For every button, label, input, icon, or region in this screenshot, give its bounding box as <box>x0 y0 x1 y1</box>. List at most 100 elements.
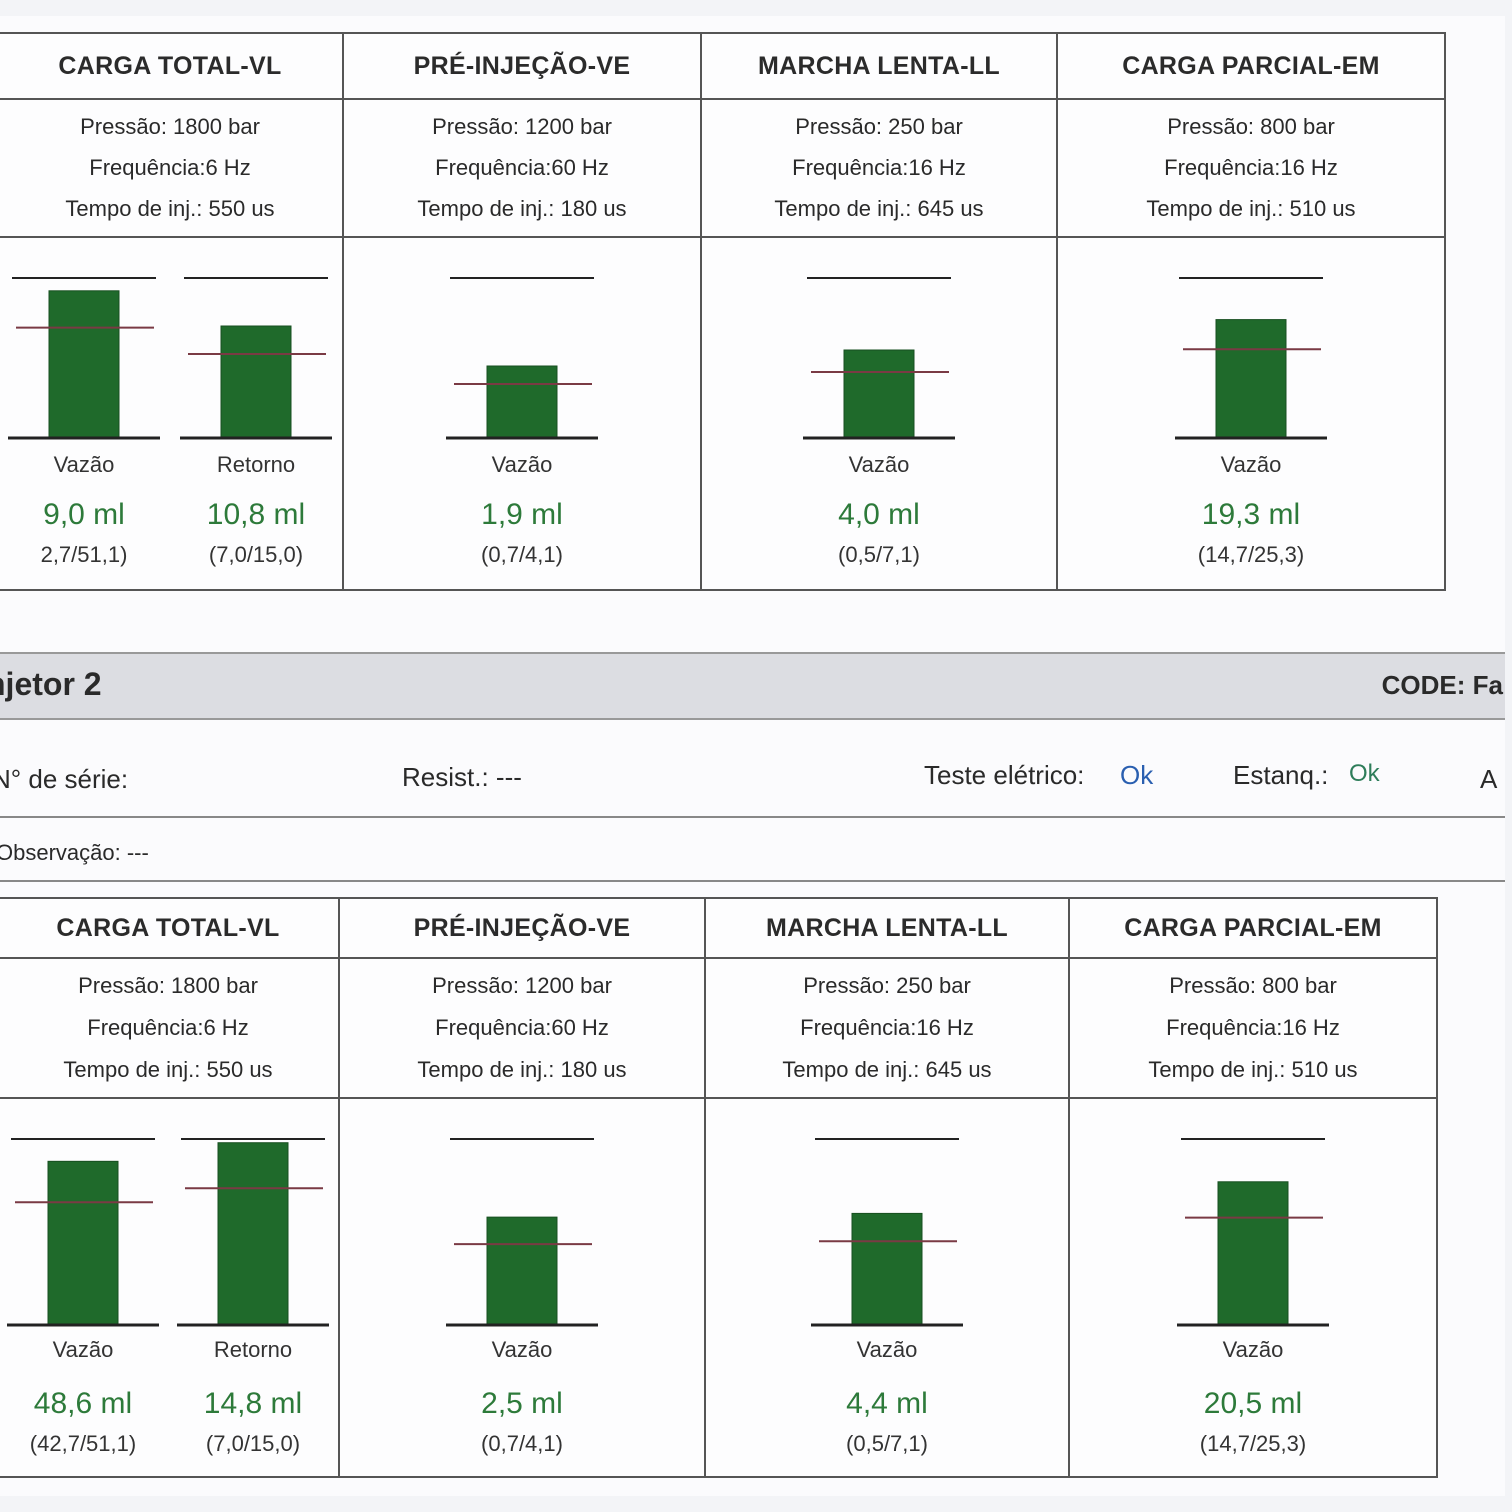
flow-value: 2,5 ml <box>481 1387 563 1420</box>
flow-label: Vazão <box>491 1337 553 1362</box>
flow-value: 48,6 ml <box>33 1387 133 1420</box>
section-header: MARCHA LENTA-LL <box>702 34 1058 100</box>
frequency-text: Frequência:16 Hz <box>1166 1015 1340 1040</box>
time-text: Tempo de inj.: 180 us <box>417 196 627 222</box>
section-params: Pressão: 250 bar Frequência:16 Hz Tempo de… <box>706 959 1070 1099</box>
section-title: PRÉ-INJEÇÃO-VE <box>413 913 631 942</box>
flow-range: (0,5/7,1) <box>846 1431 928 1456</box>
flow-bar <box>47 1160 119 1326</box>
flow-value: 10,8 ml <box>206 498 306 531</box>
section-charts: Vazão 4,4 ml (0,5/7,1) <box>706 1099 1070 1476</box>
flow-bar <box>1217 1181 1289 1326</box>
flow-range: (42,7/51,1) <box>29 1431 137 1456</box>
pressure-text: Pressão: 1200 bar <box>432 113 612 139</box>
pressure-text: Pressão: 250 bar <box>795 113 963 139</box>
section-title: MARCHA LENTA-LL <box>758 51 1000 80</box>
extra-label: A <box>1480 764 1498 794</box>
flow-bar <box>486 1216 558 1326</box>
section-charts: Vazão 1,9 ml (0,7/4,1) <box>344 238 702 589</box>
pressure-text: Pressão: 250 bar <box>803 973 971 998</box>
leak-test-value: Ok <box>1349 760 1380 787</box>
section-params: Pressão: 250 bar Frequência:16 Hz Tempo de… <box>702 100 1058 238</box>
pressure-text: Pressão: 1200 bar <box>432 973 612 998</box>
bar-chart-svg <box>180 277 332 440</box>
frequency-text: Frequência:6 Hz <box>87 1015 249 1040</box>
flow-value: 4,0 ml <box>838 498 920 531</box>
time-text: Tempo de inj.: 510 us <box>1148 1057 1358 1082</box>
bar-chart-svg <box>811 1138 963 1327</box>
flow-label: Retorno <box>216 452 296 477</box>
flow-bar-chart: Vazão 4,4 ml (0,5/7,1) <box>807 1099 967 1476</box>
flow-bar-chart: Vazão 19,3 ml (14,7/25,3) <box>1171 238 1331 589</box>
section-title: CARGA TOTAL-VL <box>56 913 280 942</box>
section-params: Pressão: 800 bar Frequência:16 Hz Tempo de… <box>1058 100 1444 238</box>
bar-chart-svg <box>803 277 955 440</box>
section-charts: Vazão 48,6 ml (42,7/51,1) Retorno 14,8 ml (7,… <box>0 1099 340 1476</box>
pressure-text: Pressão: 1800 bar <box>80 113 260 139</box>
frequency-text: Frequência:16 Hz <box>792 154 966 180</box>
flow-label: Vazão <box>1222 1337 1284 1362</box>
flow-label: Vazão <box>53 452 115 477</box>
time-text: Tempo de inj.: 180 us <box>417 1057 627 1082</box>
flow-bar <box>486 365 558 439</box>
flow-value: 14,8 ml <box>203 1387 303 1420</box>
flow-bar <box>843 349 915 439</box>
flow-value: 20,5 ml <box>1203 1387 1303 1420</box>
section-title: PRÉ-INJEÇÃO-VE <box>413 51 631 80</box>
flow-bar-chart: Vazão 1,9 ml (0,7/4,1) <box>442 238 602 589</box>
bar-chart-svg <box>1177 1138 1329 1327</box>
flow-range: 2,7/51,1) <box>40 542 128 567</box>
observation-label: Observação: --- <box>0 840 149 865</box>
flow-label: Vazão <box>52 1337 114 1362</box>
time-text: Tempo de inj.: 645 us <box>782 1057 992 1082</box>
section-charts: Vazão 20,5 ml (14,7/25,3) <box>1070 1099 1436 1476</box>
flow-range: (0,5/7,1) <box>838 542 920 567</box>
section-header: CARGA TOTAL-VL <box>0 34 344 100</box>
frequency-text: Frequência:60 Hz <box>435 1015 609 1040</box>
flow-bar-chart: Vazão 4,0 ml (0,5/7,1) <box>799 238 959 589</box>
section-title: MARCHA LENTA-LL <box>766 913 1008 942</box>
section-title: CARGA PARCIAL-EM <box>1124 913 1382 942</box>
section-params: Pressão: 1200 bar Frequência:60 Hz Tempo d… <box>344 100 702 238</box>
section-params: Pressão: 1200 bar Frequência:60 Hz Tempo d… <box>340 959 706 1099</box>
section-params: Pressão: 1800 bar Frequência:6 Hz Tempo de… <box>0 100 344 238</box>
pressure-text: Pressão: 1800 bar <box>78 973 258 998</box>
flow-label: Retorno <box>213 1337 293 1362</box>
flow-bar-chart: Vazão 9,0 ml 2,7/51,1) <box>4 238 164 589</box>
bar-chart-svg <box>8 277 160 440</box>
flow-bar-chart: Retorno 10,8 ml (7,0/15,0) <box>176 238 336 589</box>
frequency-text: Frequência:6 Hz <box>89 154 251 180</box>
bar-chart-svg <box>446 277 598 440</box>
flow-value: 19,3 ml <box>1201 498 1301 531</box>
injector2-title: njetor 2 <box>0 666 102 702</box>
bar-chart-svg <box>7 1138 159 1327</box>
flow-range: (0,7/4,1) <box>481 1431 563 1456</box>
flow-range: (14,7/25,3) <box>1199 1431 1307 1456</box>
flow-value: 4,4 ml <box>846 1387 928 1420</box>
section-header: CARGA PARCIAL-EM <box>1058 34 1444 100</box>
frequency-text: Frequência:16 Hz <box>1164 154 1338 180</box>
time-text: Tempo de inj.: 550 us <box>65 196 275 222</box>
bar-chart-svg <box>446 1138 598 1327</box>
bar-chart-svg <box>177 1138 329 1327</box>
bar-chart-svg <box>1175 277 1327 440</box>
observation-row: Observação: --- <box>0 818 1505 882</box>
flow-range: (14,7/25,3) <box>1197 542 1305 567</box>
flow-bar <box>220 325 292 439</box>
flow-bar-chart: Vazão 48,6 ml (42,7/51,1) <box>3 1099 163 1476</box>
electric-test-value: Ok <box>1120 760 1154 790</box>
frequency-text: Frequência:60 Hz <box>435 154 609 180</box>
section-header: CARGA TOTAL-VL <box>0 899 340 959</box>
injector1-results-table: CARGA TOTAL-VL PRÉ-INJEÇÃO-VE MARCHA LENTA… <box>0 32 1446 591</box>
section-params: Pressão: 800 bar Frequência:16 Hz Tempo de… <box>1070 959 1436 1099</box>
section-header: PRÉ-INJEÇÃO-VE <box>340 899 706 959</box>
flow-range: (0,7/4,1) <box>481 542 563 567</box>
resist-label: Resist.: --- <box>402 762 522 792</box>
injector2-info-row: N° de série: Resist.: --- Teste elétrico… <box>0 738 1505 818</box>
flow-value: 1,9 ml <box>481 498 563 531</box>
section-header: CARGA PARCIAL-EM <box>1070 899 1436 959</box>
flow-label: Vazão <box>491 452 553 477</box>
time-text: Tempo de inj.: 510 us <box>1146 196 1356 222</box>
flow-range: (7,0/15,0) <box>205 1431 301 1456</box>
flow-bar <box>1215 319 1287 439</box>
